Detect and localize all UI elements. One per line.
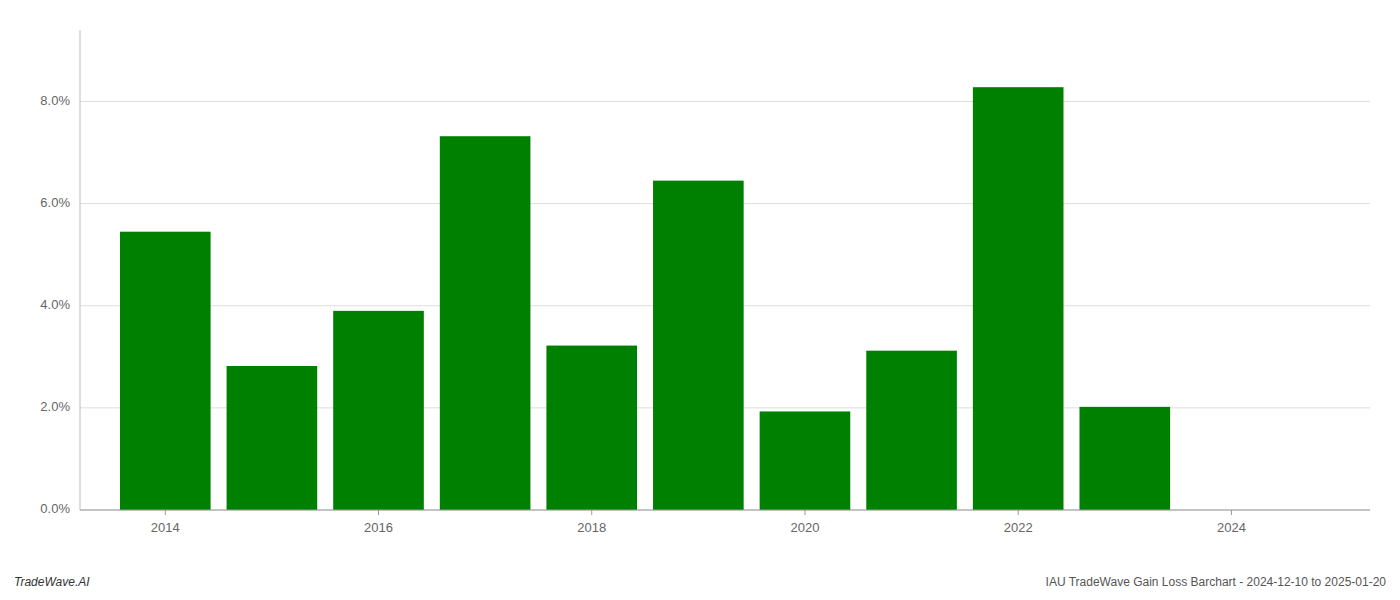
bar <box>973 87 1064 510</box>
x-tick <box>1018 510 1019 515</box>
x-tick-label: 2016 <box>364 520 393 535</box>
bar <box>333 311 424 510</box>
y-tick-label: 0.0% <box>40 501 70 516</box>
bar <box>760 411 851 510</box>
bar <box>227 366 318 510</box>
x-tick-label: 2014 <box>151 520 180 535</box>
bar <box>653 181 744 510</box>
bar <box>546 346 637 510</box>
y-tick-label: 6.0% <box>40 195 70 210</box>
bar <box>120 232 211 510</box>
y-tick-label: 8.0% <box>40 93 70 108</box>
y-axis-line <box>80 30 81 510</box>
footer: TradeWave.AI IAU TradeWave Gain Loss Barc… <box>14 575 1386 589</box>
bar <box>1079 407 1170 510</box>
x-tick-label: 2022 <box>1004 520 1033 535</box>
x-tick <box>165 510 166 515</box>
x-tick <box>591 510 592 515</box>
y-axis: 0.0% 2.0% 4.0% 6.0% 8.0% <box>40 30 80 516</box>
x-tick <box>804 510 805 515</box>
footer-left: TradeWave.AI <box>14 575 90 589</box>
x-axis-line <box>80 510 1370 511</box>
x-tick-label: 2020 <box>790 520 819 535</box>
y-tick-label: 2.0% <box>40 399 70 414</box>
chart-container: 0.0% 2.0% 4.0% 6.0% 8.0% 2014 2016 2018 2020 2022… <box>0 0 1400 600</box>
bar <box>866 351 957 510</box>
x-axis: 2014 2016 2018 2020 2022 2024 <box>80 510 1370 535</box>
x-tick-label: 2024 <box>1217 520 1246 535</box>
y-tick-label: 4.0% <box>40 297 70 312</box>
x-tick <box>1231 510 1232 515</box>
bars <box>120 87 1170 510</box>
x-tick <box>378 510 379 515</box>
grid-line <box>80 510 1370 511</box>
bar <box>440 136 531 510</box>
grid-line <box>80 101 1370 102</box>
footer-right: IAU TradeWave Gain Loss Barchart - 2024-… <box>1046 575 1387 589</box>
x-tick-label: 2018 <box>577 520 606 535</box>
grid <box>80 101 1370 510</box>
chart: 0.0% 2.0% 4.0% 6.0% 8.0% 2014 2016 2018 2020 2022… <box>0 0 1400 600</box>
